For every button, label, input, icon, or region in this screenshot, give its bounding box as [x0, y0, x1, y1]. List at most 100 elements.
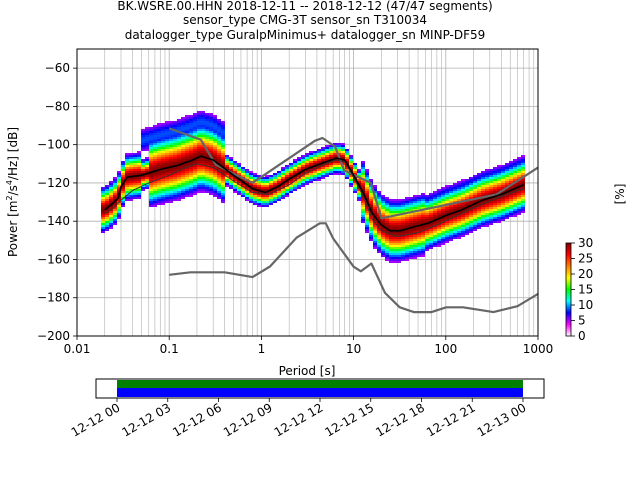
heatmap-cell [173, 155, 177, 157]
heatmap-cell [385, 249, 389, 251]
heatmap-cell [389, 227, 393, 229]
heatmap-cell [197, 183, 201, 185]
heatmap-cell [217, 193, 221, 195]
heatmap-cell [169, 187, 173, 189]
heatmap-cell [501, 173, 505, 175]
heatmap-cell [221, 201, 225, 203]
heatmap-cell [225, 163, 229, 165]
heatmap-cell [101, 203, 105, 205]
heatmap-cell [449, 227, 453, 229]
heatmap-cell [149, 173, 153, 175]
heatmap-cell [173, 137, 177, 139]
heatmap-cell [149, 129, 153, 131]
heatmap-cell [213, 181, 217, 183]
heatmap-cell [209, 141, 213, 143]
heatmap-cell [157, 183, 161, 185]
heatmap-cell [389, 239, 393, 241]
heatmap-cell [465, 211, 469, 213]
heatmap-cell [305, 153, 309, 155]
heatmap-cell [365, 229, 369, 231]
heatmap-cell [369, 189, 373, 191]
heatmap-cell [309, 179, 313, 181]
heatmap-cell [141, 163, 145, 165]
heatmap-cell [417, 249, 421, 251]
heatmap-cell [445, 197, 449, 199]
heatmap-cell [489, 205, 493, 207]
heatmap-cell [405, 215, 409, 217]
heatmap-cell [381, 239, 385, 241]
heatmap-cell [361, 161, 365, 163]
heatmap-cell [329, 151, 333, 153]
heatmap-cell [193, 193, 197, 195]
heatmap-cell [169, 137, 173, 139]
heatmap-cell [129, 165, 133, 167]
heatmap-cell [165, 179, 169, 181]
heatmap-cell [261, 183, 265, 185]
heatmap-cell [505, 185, 509, 187]
heatmap-cell [517, 193, 521, 195]
heatmap-cell [413, 255, 417, 257]
heatmap-cell [373, 239, 377, 241]
heatmap-cell [241, 187, 245, 189]
heatmap-cell [141, 179, 145, 181]
heatmap-cell [449, 193, 453, 195]
heatmap-cell [109, 187, 113, 189]
heatmap-cell [377, 233, 381, 235]
heatmap-cell [381, 219, 385, 221]
heatmap-cell [169, 177, 173, 179]
heatmap-cell [377, 251, 381, 253]
heatmap-cell [145, 177, 149, 179]
heatmap-cell [145, 135, 149, 137]
heatmap-cell [157, 141, 161, 143]
heatmap-cell [421, 215, 425, 217]
heatmap-cell [281, 169, 285, 171]
heatmap-cell [245, 195, 249, 197]
heatmap-cell [329, 165, 333, 167]
heatmap-cell [177, 151, 181, 153]
heatmap-cell [197, 125, 201, 127]
heatmap-cell [445, 221, 449, 223]
heatmap-cell [457, 191, 461, 193]
heatmap-cell [409, 235, 413, 237]
timeline-bar-psd-used [117, 388, 523, 397]
heatmap-cell [253, 193, 257, 195]
heatmap-cell [161, 145, 165, 147]
heatmap-cell [429, 247, 433, 249]
heatmap-cell [389, 205, 393, 207]
heatmap-cell [217, 169, 221, 171]
heatmap-cell [373, 243, 377, 245]
heatmap-cell [421, 207, 425, 209]
heatmap-cell [389, 241, 393, 243]
heatmap-cell [497, 165, 501, 167]
heatmap-cell [441, 193, 445, 195]
heatmap-cell [233, 165, 237, 167]
heatmap-cell [329, 145, 333, 147]
heatmap-cell [301, 181, 305, 183]
heatmap-cell [213, 165, 217, 167]
heatmap-cell [217, 173, 221, 175]
heatmap-cell [261, 189, 265, 191]
heatmap-cell [513, 185, 517, 187]
heatmap-cell [169, 171, 173, 173]
heatmap-cell [285, 183, 289, 185]
heatmap-cell [229, 187, 233, 189]
heatmap-cell [209, 127, 213, 129]
heatmap-cell [505, 217, 509, 219]
heatmap-cell [469, 193, 473, 195]
heatmap-cell [201, 159, 205, 161]
y-tick-label: −180 [37, 291, 70, 305]
heatmap-cell [293, 163, 297, 165]
heatmap-cell [245, 193, 249, 195]
heatmap-cell [489, 219, 493, 221]
heatmap-cell [461, 187, 465, 189]
heatmap-cell [413, 241, 417, 243]
heatmap-cell [457, 229, 461, 231]
heatmap-cell [481, 223, 485, 225]
heatmap-cell [177, 125, 181, 127]
heatmap-cell [317, 167, 321, 169]
heatmap-cell [229, 159, 233, 161]
heatmap-cell [153, 133, 157, 135]
heatmap-cell [177, 159, 181, 161]
heatmap-cell [401, 245, 405, 247]
heatmap-cell [465, 191, 469, 193]
